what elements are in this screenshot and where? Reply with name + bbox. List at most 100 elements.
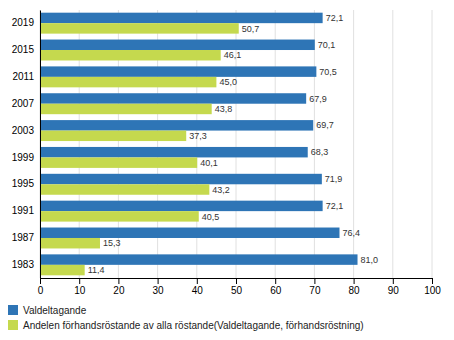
tick-label: 70 [309, 285, 321, 296]
tick-label: 40 [192, 285, 204, 296]
tick: 0 [38, 278, 44, 296]
legend-item: Andelen förhandsröstande av alla röstand… [8, 320, 364, 331]
tick: 100 [424, 278, 441, 296]
y-axis: 2019 2015 2011 2007 2003 1999 1995 1991 1987 1983 [12, 11, 41, 279]
legend-swatch [8, 320, 18, 330]
tick-label: 1987 [12, 232, 35, 243]
data-label: 67,9 [309, 94, 327, 104]
tick: 1999 [12, 152, 40, 163]
data-labels: 72,170,170,567,969,768,371,972,176,481,0… [88, 13, 378, 275]
tick: 80 [349, 278, 361, 296]
legend: Valdeltagande Andelen förhandsröstande av… [8, 305, 364, 331]
data-label: 43,8 [215, 104, 233, 114]
tick-label: 10 [74, 285, 86, 296]
bar [40, 147, 308, 157]
data-label: 76,4 [342, 228, 360, 238]
tick: 2015 [12, 44, 40, 55]
x-axis: 0 10 20 30 40 50 60 70 80 90 100 [38, 278, 442, 296]
tick-label: 2015 [12, 44, 35, 55]
data-label: 40,5 [202, 212, 220, 222]
bar [40, 77, 216, 87]
bar [40, 104, 212, 114]
axis-line [41, 279, 433, 285]
bar [40, 131, 186, 141]
bar [40, 66, 316, 76]
tick: 2007 [12, 98, 40, 109]
bar [40, 93, 306, 103]
data-label: 71,9 [325, 174, 343, 184]
tick-label: 2011 [12, 71, 34, 82]
legend-label: Valdeltagande [23, 305, 87, 316]
bar [40, 211, 199, 221]
tick: 70 [309, 278, 321, 296]
tick-label: 1995 [12, 178, 35, 189]
tick-mark [79, 278, 80, 284]
legend-label: Andelen förhandsröstande av alla röstand… [23, 320, 364, 331]
tick-mark [275, 278, 276, 284]
tick: 20 [113, 278, 125, 296]
chart: 72,170,170,567,969,768,371,972,176,481,0… [0, 0, 454, 340]
bar [40, 174, 322, 184]
bar [40, 13, 323, 23]
data-label: 70,5 [319, 67, 337, 77]
bar [40, 201, 323, 211]
bar [40, 120, 313, 130]
bars [40, 13, 358, 276]
tick-label: 2019 [12, 17, 35, 28]
tick-mark [197, 278, 198, 284]
bar [40, 238, 100, 248]
data-label: 43,2 [212, 185, 230, 195]
data-label: 37,3 [189, 131, 207, 141]
tick-label: 1999 [12, 152, 35, 163]
tick-label: 1983 [12, 259, 35, 270]
tick: 30 [153, 278, 165, 296]
tick: 1987 [12, 232, 40, 243]
data-label: 15,3 [103, 238, 121, 248]
tick-label: 50 [231, 285, 243, 296]
tick: 10 [74, 278, 86, 296]
bar [40, 254, 358, 264]
tick-label: 2007 [12, 98, 35, 109]
grid [40, 10, 432, 278]
tick-label: 20 [113, 285, 125, 296]
tick: 1991 [12, 205, 40, 216]
data-label: 69,7 [316, 120, 334, 130]
tick: 60 [270, 278, 282, 296]
tick: 1995 [12, 178, 40, 189]
tick: 40 [192, 278, 204, 296]
tick: 2003 [12, 125, 40, 136]
tick-label: 80 [349, 285, 361, 296]
data-label: 81,0 [361, 255, 379, 265]
tick-label: 1991 [12, 205, 35, 216]
data-label: 68,3 [311, 147, 329, 157]
data-label: 45,0 [219, 77, 237, 87]
tick: 90 [388, 278, 400, 296]
tick: 1983 [12, 259, 40, 270]
bar [40, 265, 85, 275]
tick-mark [118, 278, 119, 284]
bar [40, 40, 315, 50]
data-label: 72,1 [326, 13, 344, 23]
grid-line [432, 10, 433, 278]
legend-item: Valdeltagande [8, 305, 87, 316]
bar [40, 23, 239, 33]
tick-mark [158, 278, 159, 284]
bar [40, 50, 221, 60]
data-label: 11,4 [88, 265, 105, 275]
tick-label: 0 [38, 285, 44, 296]
tick-label: 90 [388, 285, 400, 296]
data-label: 40,1 [200, 158, 218, 168]
axis-line [40, 11, 41, 279]
data-label: 50,7 [242, 24, 260, 34]
grid-line [40, 10, 41, 278]
tick: 2011 [12, 71, 40, 82]
grid-line [392, 10, 393, 278]
tick-mark [354, 278, 355, 284]
tick-label: 60 [270, 285, 282, 296]
data-label: 72,1 [326, 201, 344, 211]
tick-label: 30 [153, 285, 165, 296]
data-label: 46,1 [224, 50, 242, 60]
tick: 2019 [12, 17, 40, 28]
tick: 50 [231, 278, 243, 296]
legend-swatch [8, 305, 18, 315]
